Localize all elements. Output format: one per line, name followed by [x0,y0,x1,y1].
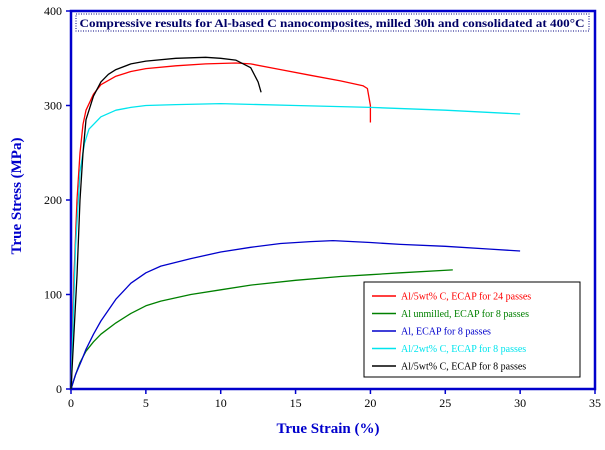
legend-label: Al/5wt% C, ECAP for 24 passes [401,292,531,303]
chart-title: Compressive results for Al-based C nanoc… [80,18,585,30]
series-lines [70,56,521,390]
legend: Al/5wt% C, ECAP for 24 passes Al unmilled… [363,281,581,378]
y-axis-title: True Stress (MPa) [9,138,25,255]
x-tick-label: 35 [589,396,601,410]
x-tick-label: 30 [514,396,526,410]
axes: 0 5 10 15 20 25 30 35 0 100 200 300 400 [44,4,601,410]
series-line-5 [70,56,262,390]
chart-title-frame [75,13,590,32]
chart-title-box: Compressive results for Al-based C nanoc… [75,13,590,32]
series-line-3 [70,239,521,390]
legend-box [363,281,581,378]
x-tick-label: 10 [215,396,227,410]
y-tick-label: 0 [56,382,62,396]
y-tick-label: 300 [44,99,62,113]
legend-label: Al, ECAP for 8 passes [401,327,491,338]
x-tick-label: 15 [290,396,302,410]
y-tick-label: 100 [44,288,62,302]
x-axis-title: True Strain (%) [276,421,379,437]
x-tick-label: 25 [439,396,451,410]
y-tick-label: 400 [44,4,62,18]
series-line-4 [70,102,521,390]
x-tick-label: 20 [364,396,376,410]
x-tick-label: 5 [143,396,149,410]
x-tick-label: 0 [68,396,74,410]
y-tick-label: 200 [44,193,62,207]
series-line-1 [70,62,372,390]
legend-label: Al unmilled, ECAP for 8 passes [401,309,529,320]
legend-label: Al/2wt% C, ECAP for 8 passes [401,344,526,355]
legend-label: Al/5wt% C, ECAP for 8 passes [401,362,526,373]
